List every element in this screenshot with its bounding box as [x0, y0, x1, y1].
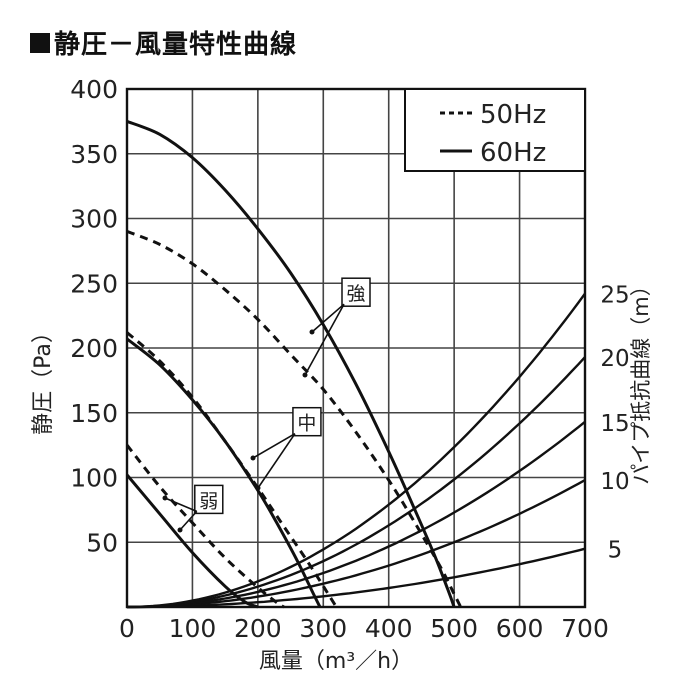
legend: 50Hz 60Hz	[404, 88, 586, 172]
series-line-3	[126, 331, 338, 608]
annotation-arrowhead	[302, 372, 308, 378]
right-tick-label: 5	[608, 538, 623, 564]
x-tick-label: 200	[234, 614, 282, 643]
annotation-leader	[311, 303, 345, 333]
resistance-curve-25	[126, 292, 586, 609]
series-line-1	[126, 230, 463, 608]
annotation-label: 弱	[199, 490, 218, 512]
annotation-leader	[304, 303, 345, 376]
annotation-leader	[252, 433, 296, 459]
y-tick-label: 200	[70, 334, 118, 363]
y-tick-label: 100	[70, 464, 118, 493]
chart-title: 静圧－風量特性曲線	[30, 24, 297, 61]
annotation-arrowhead	[162, 495, 168, 501]
annotations: 強中弱	[162, 277, 371, 533]
y-tick-label: 250	[70, 269, 118, 298]
plot-frame-rect	[125, 87, 587, 609]
annotation-label: 中	[297, 413, 316, 435]
right-tick-label: 15	[600, 411, 629, 437]
series-line-4	[125, 473, 259, 609]
annotation-arrowhead	[177, 527, 183, 533]
annotation-leader	[164, 497, 198, 513]
title-square-icon	[30, 32, 50, 53]
annotation-label: 強	[346, 283, 365, 305]
x-tick-label: 300	[299, 614, 347, 643]
resistance-curve-20	[126, 356, 586, 609]
x-tick-label: 100	[169, 614, 217, 643]
x-tick-label: 600	[496, 614, 544, 643]
y-tick-label: 350	[70, 140, 118, 169]
x-axis-label: 風量（m³／h）	[259, 649, 413, 674]
x-tick-label: 0	[119, 614, 135, 643]
right-tick-label: 25	[600, 283, 629, 309]
y-axis-label-right: パイプ抵抗曲線（m）	[629, 275, 653, 484]
tick-labels: 0 100 200 300 400 500 600 700 50 100 150 200 250 300 3…	[70, 75, 629, 643]
resistance-curves	[126, 292, 586, 609]
plot-frame	[125, 87, 587, 609]
annotation-box	[341, 277, 371, 307]
x-tick-label: 700	[561, 614, 609, 643]
y-axis-label-left: 静圧（Pa）	[31, 321, 56, 435]
y-tick-label: 300	[70, 205, 118, 234]
x-tick-label: 500	[430, 614, 478, 643]
annotation-box	[292, 406, 322, 437]
right-tick-label: 20	[600, 346, 629, 372]
right-tick-label: 10	[600, 469, 629, 495]
resistance-curve-10	[127, 479, 586, 609]
y-tick-label: 50	[86, 528, 118, 557]
axis-labels: 風量（m³／h） 静圧（Pa） パイプ抵抗曲線（m）	[31, 275, 653, 674]
annotation-arrowhead	[255, 485, 261, 491]
legend-box	[404, 88, 586, 172]
series-lines	[125, 119, 463, 609]
series-line-5	[125, 444, 285, 609]
legend-label: 50Hz	[480, 100, 546, 130]
annotation-leader	[179, 510, 198, 531]
legend-label: 60Hz	[480, 138, 546, 168]
resistance-curve-15	[127, 420, 586, 609]
x-tick-label: 400	[365, 614, 413, 643]
annotation-box	[194, 484, 224, 515]
annotation-arrowhead	[309, 329, 315, 335]
y-tick-label: 400	[70, 75, 118, 104]
annotation-arrowhead	[250, 455, 256, 461]
annotation-leader	[257, 433, 296, 489]
y-tick-label: 150	[70, 399, 118, 428]
resistance-curve-5	[127, 547, 586, 609]
chart-title-text: 静圧－風量特性曲線	[54, 30, 298, 60]
